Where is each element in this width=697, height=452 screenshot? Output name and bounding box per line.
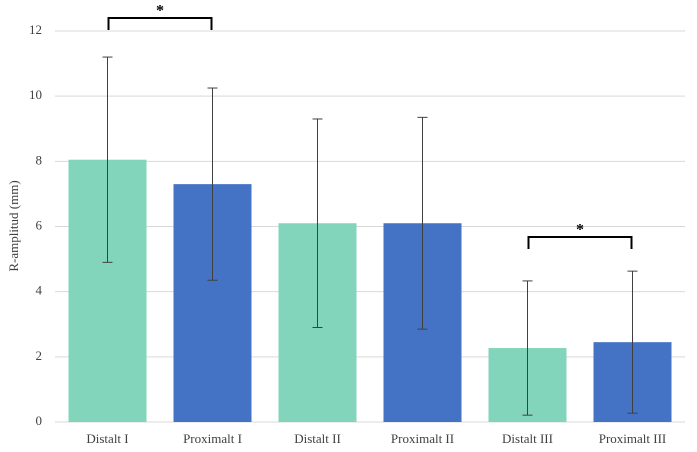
significance-bracket <box>527 236 633 249</box>
y-tick-label: 2 <box>36 348 43 363</box>
x-tick-label: Proximalt II <box>391 431 454 446</box>
significance-bracket <box>107 17 213 30</box>
y-tick-label: 10 <box>29 87 42 102</box>
error-bar <box>312 118 323 329</box>
x-tick-label: Proximalt I <box>183 431 242 446</box>
y-tick-label: 8 <box>36 152 43 167</box>
x-tick-label: Distalt II <box>294 431 341 446</box>
x-tick-label: Distalt I <box>86 431 128 446</box>
x-tick-label: Distalt III <box>502 431 553 446</box>
y-tick-label: 6 <box>36 217 43 232</box>
error-bar <box>102 56 113 263</box>
y-axis-label: R-amplitud (mm) <box>6 180 21 271</box>
significance-label: * <box>156 3 164 20</box>
error-bar <box>522 280 533 416</box>
y-tick-label: 12 <box>29 22 42 37</box>
significance-label: * <box>576 222 584 239</box>
y-tick-label: 0 <box>36 413 43 428</box>
error-bar <box>627 270 638 414</box>
error-bar <box>417 116 428 330</box>
error-bar <box>207 87 218 281</box>
x-tick-label: Proximalt III <box>599 431 667 446</box>
y-tick-label: 4 <box>36 283 43 298</box>
